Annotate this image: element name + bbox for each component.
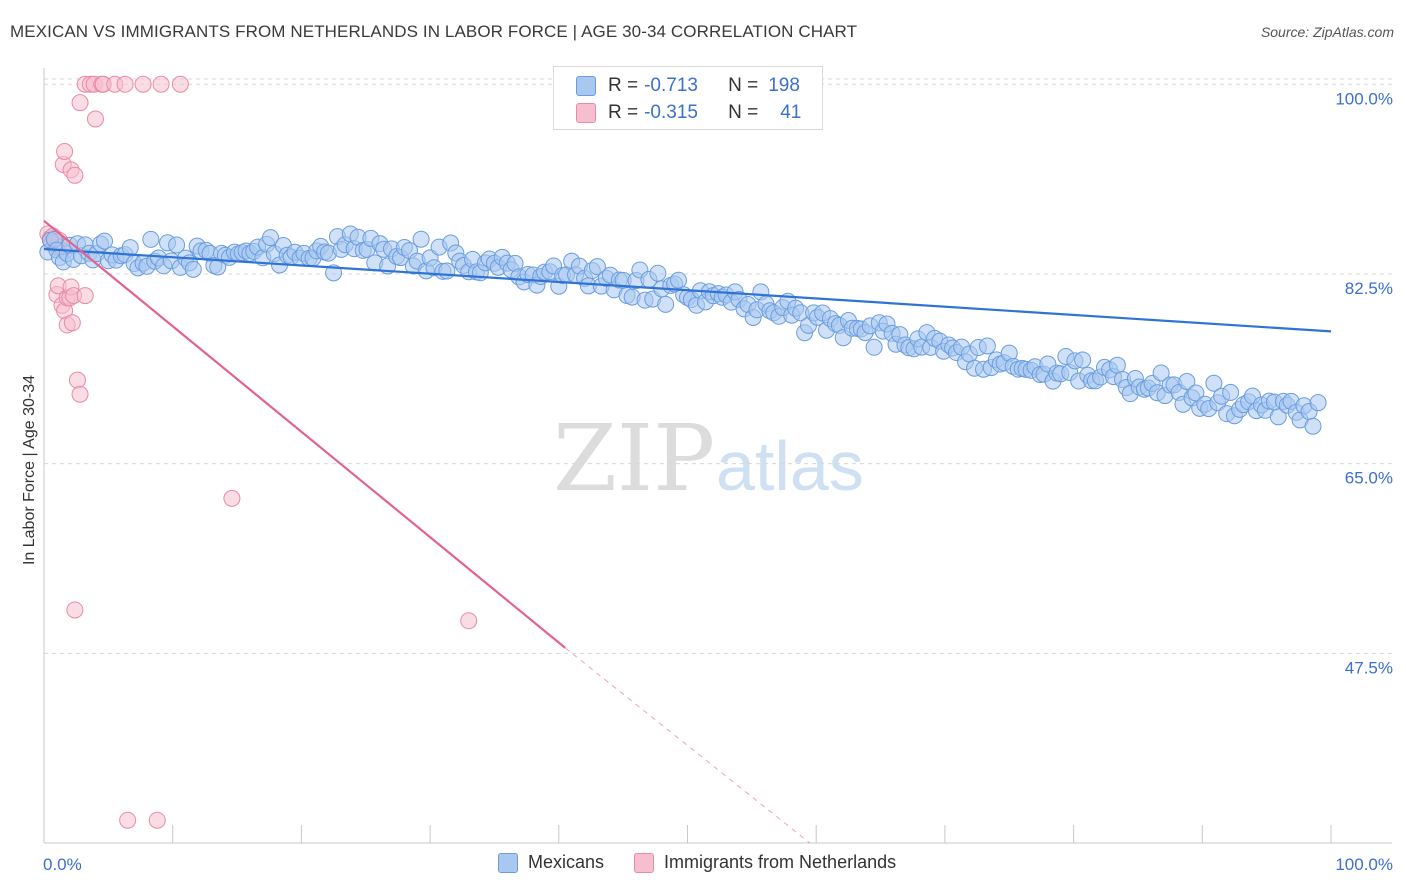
legend-n-label: N =: [728, 102, 759, 123]
legend-swatch-mexicans: [576, 76, 596, 96]
x-tick-label: 100.0%: [1335, 855, 1393, 874]
legend-row-netherlands: R = -0.315 N = 41: [576, 100, 801, 126]
mexicans-point: [121, 239, 139, 257]
legend-r-label: R =: [608, 75, 639, 96]
netherlands-point: [63, 314, 81, 332]
trend-lines: [43, 219, 1332, 844]
mexicans-point: [978, 337, 996, 355]
legend-swatch-mexicans: [498, 852, 518, 873]
netherlands-point: [76, 287, 94, 305]
netherlands-point: [119, 811, 137, 829]
mexicans-point: [262, 229, 280, 247]
legend-n-value: 198: [768, 75, 800, 96]
mexicans-point: [865, 338, 883, 356]
mexicans-point: [588, 258, 606, 276]
mexicans-point: [1152, 364, 1170, 382]
mexicans-point: [1178, 373, 1196, 391]
mexicans-point: [184, 260, 202, 278]
tick-labels: 100.0% 82.5% 65.0% 47.5% 0.0% 100.0%: [43, 89, 1393, 874]
netherlands-point: [223, 489, 241, 507]
mexicans-point: [412, 230, 430, 248]
netherlands-trend-extension: [564, 647, 811, 844]
mexicans-point: [168, 236, 186, 254]
netherlands-point: [152, 75, 170, 93]
y-tick-label: 100.0%: [1335, 89, 1393, 108]
mexicans-point: [1269, 408, 1287, 426]
legend-label-mexicans: Mexicans: [528, 852, 605, 872]
legend-r-value: -0.315: [644, 102, 698, 123]
series-legend: Mexicans Immigrants from Netherlands: [498, 852, 926, 873]
mexicans-point: [95, 232, 113, 250]
mexicans-points: [39, 225, 1327, 435]
legend-swatch-netherlands: [576, 103, 596, 123]
watermark: ZIP atlas: [553, 405, 864, 512]
netherlands-trend-line: [43, 219, 566, 649]
legend-r-value: -0.713: [644, 75, 698, 96]
x-tick-label: 0.0%: [43, 855, 82, 874]
mexicans-point: [1222, 383, 1240, 401]
legend-item-mexicans: Mexicans: [498, 852, 604, 873]
mexicans-point: [1108, 356, 1126, 374]
netherlands-points: [39, 75, 478, 829]
netherlands-point: [86, 110, 104, 128]
netherlands-point: [171, 75, 189, 93]
mexicans-point: [1205, 374, 1223, 392]
legend-r-label: R =: [608, 102, 639, 123]
netherlands-point: [116, 75, 134, 93]
y-tick-label: 65.0%: [1345, 469, 1393, 488]
netherlands-point: [460, 612, 478, 630]
legend-n-value: 41: [780, 102, 802, 123]
netherlands-point: [56, 142, 74, 160]
legend-item-netherlands: Immigrants from Netherlands: [634, 852, 896, 873]
mexicans-point: [1074, 351, 1092, 369]
chart-title: MEXICAN VS IMMIGRANTS FROM NETHERLANDS I…: [10, 22, 858, 41]
mexicans-trend-line: [43, 247, 1332, 333]
legend-swatch-netherlands: [634, 852, 655, 873]
netherlands-point: [66, 601, 84, 619]
grid: [44, 78, 1392, 654]
mexicans-point: [657, 295, 675, 313]
netherlands-point: [134, 75, 152, 93]
legend-n-label: N =: [728, 75, 759, 96]
netherlands-point: [66, 166, 84, 184]
source-label: Source: ZipAtlas.com: [1260, 24, 1394, 40]
legend-label-netherlands: Immigrants from Netherlands: [664, 852, 897, 872]
mexicans-point: [1304, 417, 1322, 435]
mexicans-point: [142, 230, 160, 248]
y-tick-label: 47.5%: [1345, 658, 1393, 677]
mexicans-point: [649, 264, 667, 282]
correlation-legend: R = -0.713 N = 198 R = -0.315 N = 41: [553, 66, 823, 130]
mexicans-point: [669, 271, 687, 289]
watermark-zip: ZIP: [553, 405, 715, 512]
axes: [43, 68, 1392, 844]
y-tick-label: 82.5%: [1345, 279, 1393, 298]
netherlands-point: [68, 371, 86, 389]
netherlands-point: [148, 811, 166, 829]
netherlands-point: [71, 94, 89, 112]
mexicans-point: [1309, 394, 1327, 412]
watermark-atlas: atlas: [716, 427, 864, 505]
netherlands-point: [71, 385, 89, 403]
legend-row-mexicans: R = -0.713 N = 198: [576, 73, 800, 99]
